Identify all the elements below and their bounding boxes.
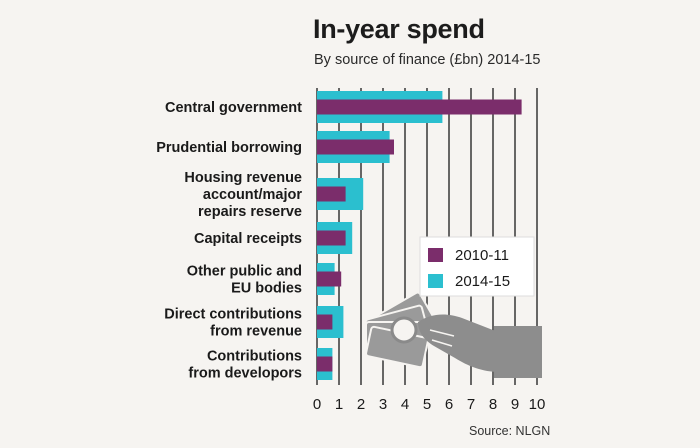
category-label: Contributions [207,349,302,365]
legend-swatch-2010-11 [428,248,443,262]
category-label: repairs reserve [198,204,302,220]
category-label: Other public and [187,264,302,280]
bars [317,91,522,380]
x-tick-label: 4 [401,396,409,413]
category-label: Capital receipts [194,231,302,247]
chart-source: Source: NLGN [469,424,551,438]
bar-2010-11 [317,314,333,330]
category-label: Housing revenue [184,170,302,186]
bar-2010-11 [317,356,333,372]
category-label: account/major [203,187,302,203]
bar-2010-11 [317,230,346,246]
chart-subtitle: By source of finance (£bn) 2014-15 [314,52,541,68]
bar-2010-11 [317,186,346,202]
category-label: Direct contributions [164,307,302,323]
x-tick-label: 6 [445,396,453,413]
x-tick-label: 8 [489,396,497,413]
x-tick-label: 2 [357,396,365,413]
x-tick-label: 0 [313,396,321,413]
category-label: Prudential borrowing [156,140,302,156]
hand-with-money-icon [364,291,542,378]
bar-2010-11 [317,99,522,115]
legend-swatch-2014-15 [428,274,443,288]
legend-label-2010-11: 2010-11 [455,247,509,264]
chart-title: In-year spend [313,14,485,44]
category-label: from developors [188,366,302,382]
x-tick-label: 10 [529,396,546,413]
x-tick-label: 1 [335,396,343,413]
bar-2010-11 [317,271,342,287]
x-tick-label: 5 [423,396,431,413]
category-labels: Central government Prudential borrowing Ho… [156,100,302,382]
category-label: from revenue [210,324,302,340]
x-axis-tick-labels: 0 1 2 3 4 5 6 7 8 9 10 [313,396,546,413]
x-tick-label: 9 [511,396,519,413]
x-tick-label: 7 [467,396,475,413]
legend: 2010-11 2014-15 [419,236,535,297]
category-label: EU bodies [231,281,302,297]
x-tick-label: 3 [379,396,387,413]
legend-label-2014-15: 2014-15 [455,273,510,290]
category-label: Central government [165,100,302,116]
bar-2010-11 [317,139,394,155]
